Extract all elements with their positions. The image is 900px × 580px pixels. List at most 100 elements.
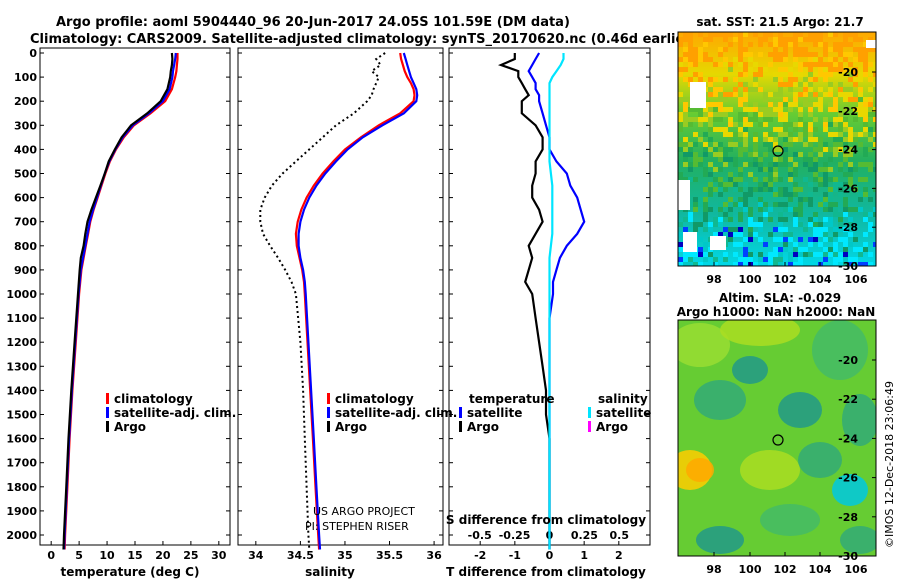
sst-cell xyxy=(713,147,718,152)
depth-tick-label: 400 xyxy=(14,143,37,156)
sst-cell xyxy=(693,262,698,266)
sst-cell xyxy=(863,102,868,107)
sst-cell xyxy=(743,92,748,97)
sst-cell xyxy=(763,177,768,182)
sst-cell xyxy=(748,237,753,242)
sst-cell xyxy=(718,182,723,187)
sst-cell xyxy=(738,257,743,262)
sst-land-mask xyxy=(866,40,876,48)
sst-cell xyxy=(803,132,808,137)
sst-cell xyxy=(698,262,703,266)
sst-cell xyxy=(773,177,778,182)
sst-cell xyxy=(708,57,713,62)
sst-cell xyxy=(713,262,718,266)
sst-cell xyxy=(798,92,803,97)
sst-cell xyxy=(678,242,683,247)
sst-cell xyxy=(828,167,833,172)
sst-cell xyxy=(808,197,813,202)
sst-cell xyxy=(728,207,733,212)
map-x-tick-label: 100 xyxy=(739,563,762,576)
sst-cell xyxy=(703,112,708,117)
sst-cell xyxy=(718,217,723,222)
sst-cell xyxy=(838,217,843,222)
sst-cell xyxy=(813,137,818,142)
sst-cell xyxy=(768,117,773,122)
sst-cell xyxy=(783,147,788,152)
sst-cell xyxy=(863,262,868,266)
sst-cell xyxy=(793,72,798,77)
sst-cell xyxy=(808,62,813,67)
sst-cell xyxy=(833,107,838,112)
sst-cell xyxy=(748,192,753,197)
sst-cell xyxy=(773,202,778,207)
sst-map-frame xyxy=(677,31,877,267)
depth-tick-label: 800 xyxy=(14,240,37,253)
sla-map-image xyxy=(678,320,876,556)
sst-cell xyxy=(693,52,698,57)
sst-cell xyxy=(793,182,798,187)
sst-cell xyxy=(813,117,818,122)
sst-cell xyxy=(698,57,703,62)
sst-cell xyxy=(808,192,813,197)
sst-cell xyxy=(833,62,838,67)
sst-cell xyxy=(693,117,698,122)
sst-cell xyxy=(753,132,758,137)
sst-cell xyxy=(848,177,853,182)
sst-cell xyxy=(853,72,858,77)
sst-cell xyxy=(848,147,853,152)
sst-cell xyxy=(698,77,703,82)
sst-cell xyxy=(683,107,688,112)
sst-cell xyxy=(868,37,873,42)
sst-cell xyxy=(683,217,688,222)
sst-cell xyxy=(873,167,876,172)
sst-cell xyxy=(853,37,858,42)
sst-cell xyxy=(718,52,723,57)
sst-cell xyxy=(718,222,723,227)
sst-cell xyxy=(808,32,813,37)
sst-cell xyxy=(798,247,803,252)
sst-cell xyxy=(788,192,793,197)
sst-cell xyxy=(813,42,818,47)
sst-cell xyxy=(868,147,873,152)
sst-cell xyxy=(758,157,763,162)
sst-cell xyxy=(803,247,808,252)
sla-blob xyxy=(778,392,822,428)
sst-map-image xyxy=(678,32,876,266)
sst-cell xyxy=(843,257,848,262)
sst-cell xyxy=(773,157,778,162)
sst-cell xyxy=(708,147,713,152)
sst-cell xyxy=(823,52,828,57)
sst-cell xyxy=(783,122,788,127)
sst-cell xyxy=(723,107,728,112)
sst-cell xyxy=(678,67,683,72)
sst-cell xyxy=(768,142,773,147)
legend-swatch-s-satellite xyxy=(588,407,591,418)
sst-cell xyxy=(718,102,723,107)
sst-cell xyxy=(758,87,763,92)
depth-tick-label: 900 xyxy=(14,264,37,277)
sst-cell xyxy=(703,252,708,257)
sst-cell xyxy=(728,197,733,202)
sst-cell xyxy=(828,72,833,77)
sst-cell xyxy=(738,137,743,142)
sst-cell xyxy=(813,62,818,67)
sst-cell xyxy=(763,257,768,262)
sst-cell xyxy=(843,142,848,147)
sst-cell xyxy=(773,252,778,257)
sst-cell xyxy=(843,182,848,187)
sst-cell xyxy=(778,42,783,47)
sst-cell xyxy=(788,167,793,172)
sst-cell xyxy=(873,72,876,77)
sst-cell xyxy=(793,247,798,252)
sst-cell xyxy=(708,187,713,192)
sst-cell xyxy=(748,57,753,62)
sst-cell xyxy=(833,152,838,157)
sst-cell xyxy=(828,192,833,197)
sst-cell xyxy=(873,142,876,147)
sst-cell xyxy=(788,232,793,237)
sst-cell xyxy=(843,97,848,102)
sst-cell xyxy=(863,247,868,252)
depth-tick-label: 2000 xyxy=(6,529,37,542)
legend-swatch-argo xyxy=(106,421,109,432)
sst-cell xyxy=(858,262,863,266)
